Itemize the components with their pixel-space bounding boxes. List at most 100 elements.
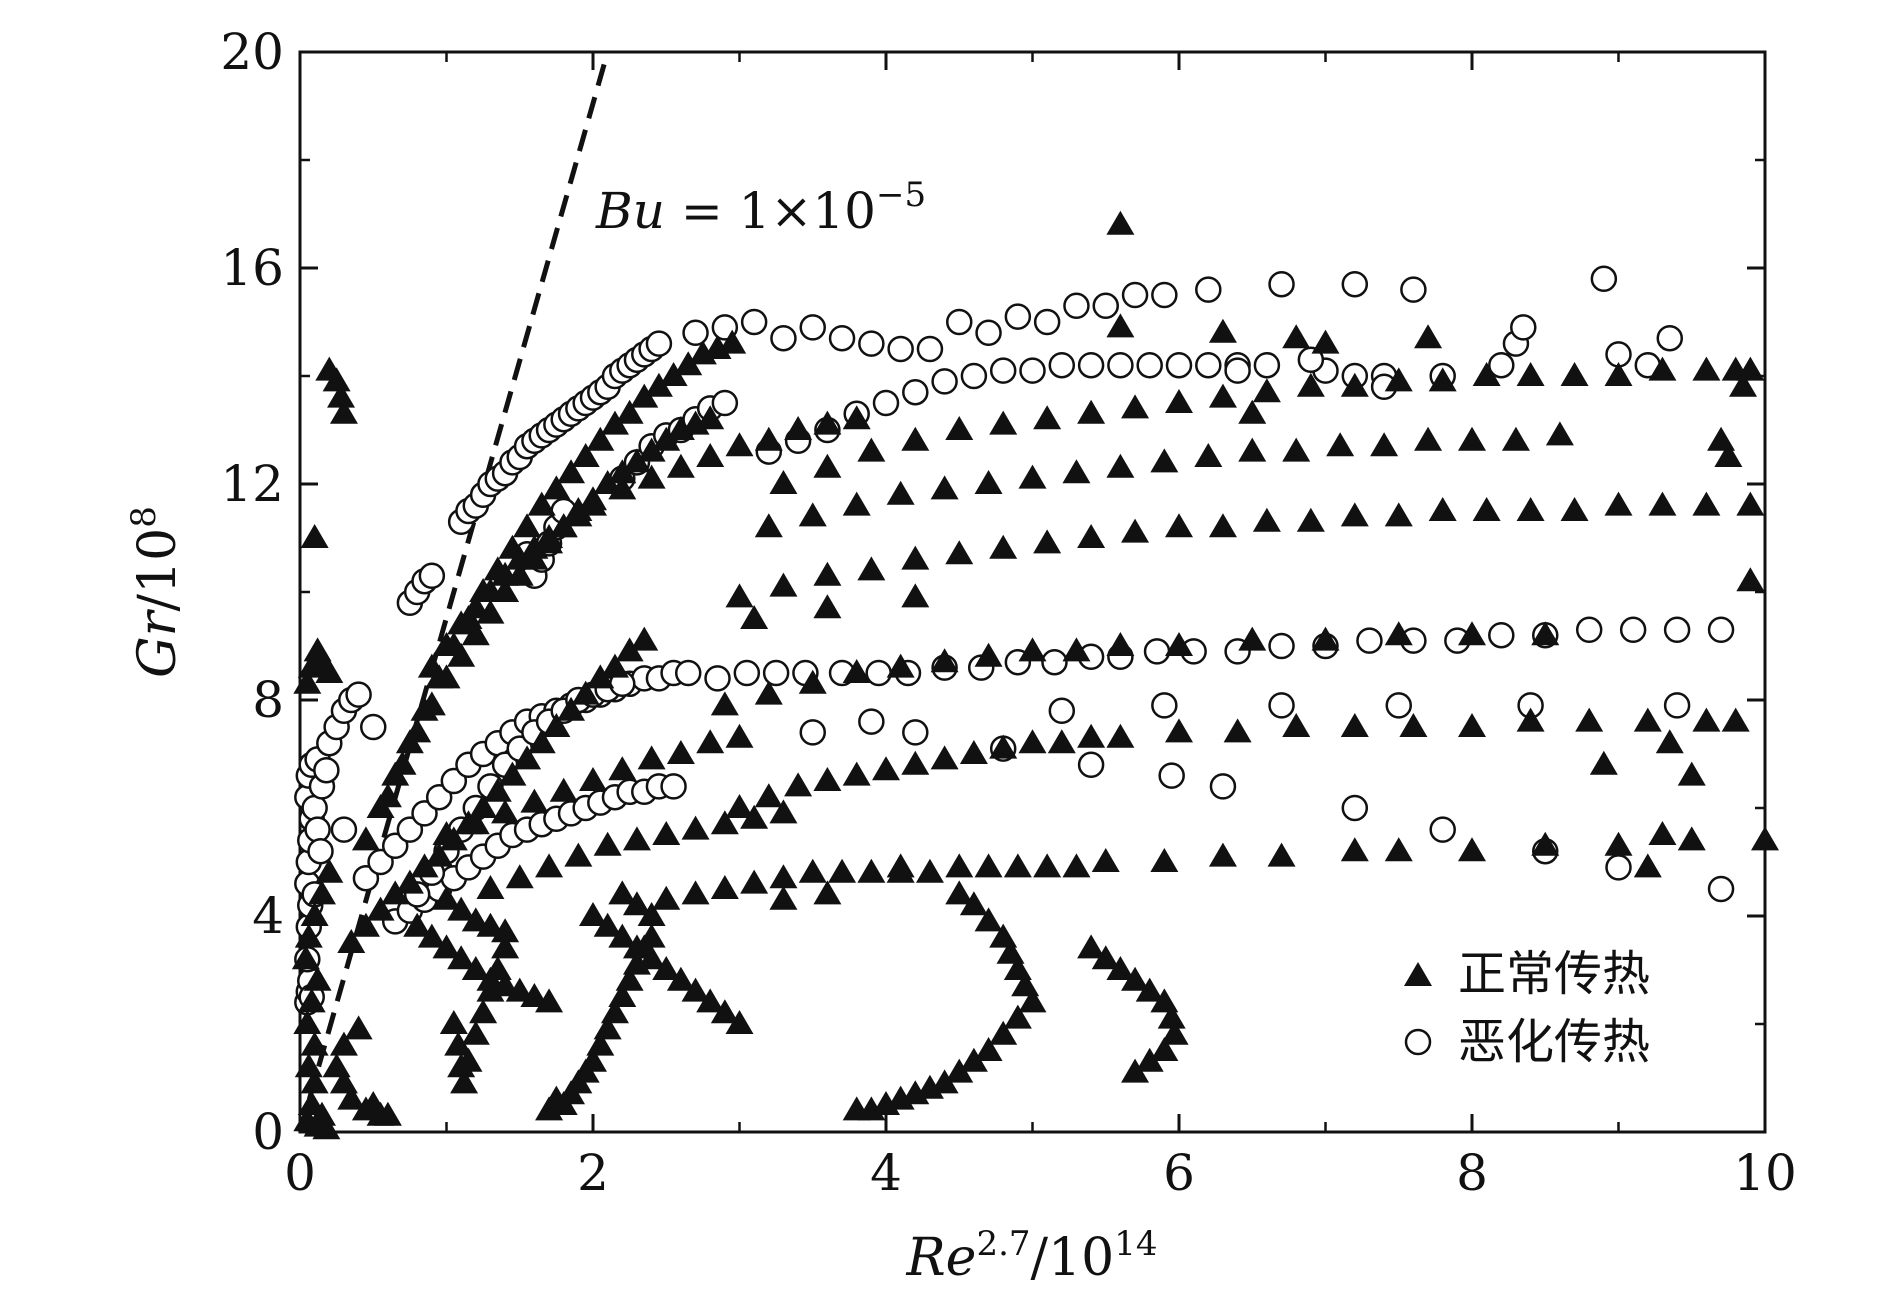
- normal-point: [579, 767, 607, 791]
- normal-point: [520, 534, 549, 559]
- deteriorated-point: [1268, 632, 1295, 660]
- normal-point: [1003, 1004, 1032, 1029]
- normal-point: [483, 777, 512, 802]
- normal-point: [403, 718, 432, 743]
- deteriorated-point: [1092, 292, 1119, 320]
- y-label-exp: 8: [124, 506, 164, 528]
- deteriorated-point: [381, 832, 409, 860]
- normal-point: [989, 734, 1018, 759]
- normal-point: [329, 1031, 358, 1056]
- normal-point: [784, 416, 813, 440]
- normal-point: [1252, 378, 1281, 403]
- normal-point: [886, 853, 915, 878]
- normal-point: [754, 783, 783, 808]
- normal-point: [1106, 956, 1135, 980]
- deteriorated-point: [1195, 276, 1222, 303]
- deteriorated-point: [740, 308, 768, 336]
- deteriorated-point: [1707, 616, 1735, 644]
- y-tick-label: 20: [220, 23, 284, 81]
- normal-point: [1121, 394, 1150, 419]
- normal-point: [461, 956, 490, 980]
- deteriorated-point: [1195, 351, 1222, 379]
- deteriorated-point: [1004, 303, 1032, 330]
- deteriorated-point: [1048, 351, 1076, 379]
- deteriorated-point: [902, 378, 929, 406]
- normal-point: [696, 443, 725, 467]
- deteriorated-point: [1356, 627, 1383, 654]
- x-label-denom-exp: 14: [1114, 1224, 1157, 1264]
- normal-point: [1458, 837, 1486, 862]
- normal-point: [1282, 437, 1311, 462]
- normal-point: [652, 885, 681, 910]
- normal-point: [637, 923, 666, 948]
- normal-point: [710, 875, 739, 899]
- normal-point: [886, 480, 915, 505]
- normal-point: [1267, 842, 1296, 867]
- normal-point: [608, 475, 637, 500]
- normal-point: [447, 642, 476, 667]
- normal-point: [300, 1031, 329, 1056]
- normal-point: [622, 826, 651, 851]
- normal-point: [1633, 853, 1662, 878]
- normal-point: [996, 939, 1025, 964]
- annot-exp: −5: [876, 175, 926, 215]
- normal-point: [1575, 707, 1604, 732]
- normal-point: [1018, 988, 1047, 1013]
- normal-point: [696, 405, 725, 430]
- normal-point: [608, 983, 637, 1007]
- normal-point: [300, 1069, 329, 1094]
- normal-point: [725, 794, 754, 818]
- x-tick-label: 2: [577, 1144, 609, 1202]
- normal-point: [476, 977, 505, 1002]
- normal-point: [652, 956, 681, 980]
- normal-point: [945, 880, 974, 905]
- normal-point: [1458, 621, 1486, 646]
- normal-point: [1077, 723, 1106, 748]
- normal-point: [571, 680, 600, 705]
- normal-point: [1238, 437, 1267, 462]
- normal-point: [615, 637, 644, 662]
- normal-point: [315, 858, 344, 883]
- normal-point: [1062, 459, 1091, 484]
- normal-point: [1091, 945, 1120, 970]
- normal-point: [930, 648, 959, 673]
- deteriorated-point: [1663, 616, 1691, 644]
- series-layer: [291, 210, 1779, 1140]
- normal-point: [872, 756, 900, 781]
- normal-point: [1165, 718, 1193, 743]
- deteriorated-point: [872, 389, 900, 417]
- normal-point: [293, 669, 322, 694]
- normal-point: [1340, 837, 1369, 862]
- normal-point: [1707, 426, 1736, 451]
- normal-point: [1384, 621, 1413, 646]
- normal-point: [366, 896, 395, 921]
- deteriorated-point: [313, 756, 340, 784]
- normal-point: [828, 858, 857, 883]
- deteriorated-point: [733, 659, 761, 687]
- normal-point: [989, 923, 1018, 948]
- normal-point: [1150, 448, 1179, 473]
- normal-point: [491, 799, 520, 824]
- normal-point: [696, 988, 725, 1013]
- normal-point: [527, 729, 556, 754]
- normal-point: [696, 729, 725, 754]
- deteriorated-point: [1143, 638, 1171, 665]
- normal-point: [798, 669, 827, 694]
- deteriorated-point: [704, 665, 731, 692]
- normal-point: [901, 426, 930, 451]
- normal-point: [710, 999, 739, 1024]
- normal-point: [813, 453, 842, 478]
- normal-point: [447, 896, 476, 921]
- normal-point: [901, 545, 930, 570]
- normal-point: [505, 545, 534, 570]
- normal-point: [1106, 632, 1135, 656]
- normal-point: [410, 853, 439, 878]
- deteriorated-point: [1151, 692, 1178, 719]
- normal-point: [608, 923, 637, 948]
- legend-marker-deteriorated: [1404, 1028, 1432, 1056]
- normal-point: [1208, 383, 1237, 408]
- normal-point: [535, 524, 564, 548]
- normal-point: [586, 1031, 615, 1056]
- axis-ticks: 0 2 4 6 8 10 0 4 8 12 16 20: [220, 23, 1796, 1202]
- normal-point: [491, 972, 520, 997]
